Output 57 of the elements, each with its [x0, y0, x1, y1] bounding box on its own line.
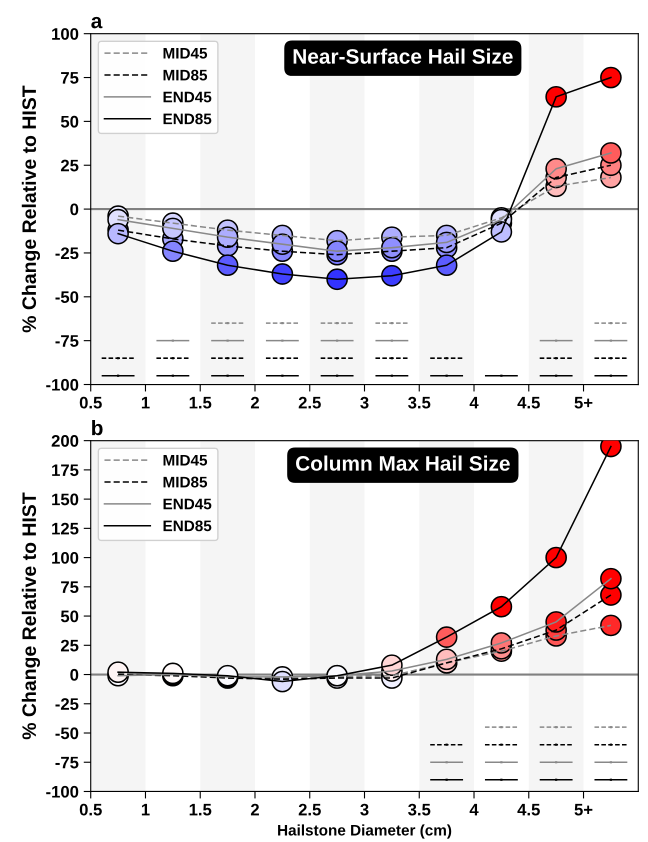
- text: Column Max Hail Size: [296, 455, 510, 471]
- x-tick-label: 1: [142, 804, 150, 816]
- y-tick-label: -50: [55, 727, 78, 740]
- y-tick-label: 75: [61, 581, 78, 594]
- legend-label: END45: [164, 498, 212, 510]
- x-tick-label: 0.5: [80, 396, 102, 409]
- x-tick-label: 5+: [574, 804, 592, 816]
- legend-label: END85: [164, 520, 212, 532]
- x-tick-label: 3.5: [408, 804, 430, 816]
- x-tick-label: 1.5: [190, 804, 212, 816]
- legend-label: END85: [164, 113, 212, 124]
- y-tick-label: 100: [52, 552, 78, 564]
- x-tick-label: 2: [250, 804, 259, 816]
- y-tick-label: -75: [55, 756, 78, 768]
- y-tick-label: 200: [52, 435, 78, 447]
- y-tick-label: 175: [52, 464, 78, 476]
- y-tick-label: 0: [70, 204, 78, 216]
- y-tick-label: 75: [61, 72, 78, 84]
- y-tick-label: 50: [60, 610, 78, 622]
- y-tick-label: 50: [60, 116, 78, 128]
- x-tick-label: 1: [142, 396, 150, 408]
- y-axis-title: % Change Relative to HIST: [22, 86, 40, 332]
- text: Near-Surface Hail Size: [294, 48, 513, 64]
- x-tick-label: 2.5: [298, 396, 321, 409]
- x-tick-label: 4.5: [517, 804, 540, 816]
- x-tick-label: 5+: [574, 396, 592, 409]
- y-tick-label: 100: [52, 28, 78, 40]
- y-tick-label: 25: [60, 160, 78, 172]
- x-axis-title: Hailstone Diameter (cm): [278, 824, 452, 839]
- legend-label: MID85: [164, 476, 208, 488]
- y-tick-label: -100: [46, 786, 78, 798]
- x-tick-label: 4: [470, 804, 479, 816]
- legend-label: MID45: [164, 48, 208, 59]
- y-axis-title: % Change Relative to HIST: [22, 492, 40, 740]
- x-tick-label: 4.5: [517, 396, 540, 409]
- y-tick-label: 0: [70, 668, 78, 681]
- x-tick-label: 1.5: [190, 396, 212, 409]
- chart-title: b: [92, 420, 103, 436]
- y-tick-label: -25: [55, 698, 78, 710]
- x-tick-label: 2: [250, 396, 259, 408]
- x-tick-label: 3: [360, 396, 369, 409]
- y-tick-label: -75: [55, 335, 78, 347]
- x-tick-label: 3: [360, 804, 369, 816]
- y-tick-label: -25: [55, 247, 78, 260]
- x-tick-label: 2.5: [298, 804, 321, 816]
- y-tick-label: 125: [52, 522, 78, 535]
- x-tick-label: 0.5: [80, 804, 102, 816]
- y-tick-label: 25: [60, 640, 78, 652]
- y-tick-label: 150: [52, 494, 78, 506]
- legend-label: MID85: [164, 70, 208, 81]
- legend-label: MID45: [164, 454, 208, 466]
- chart-title: a: [91, 16, 102, 28]
- x-tick-label: 3.5: [408, 396, 430, 409]
- y-tick-label: -100: [46, 378, 78, 391]
- legend-label: END45: [164, 92, 212, 102]
- x-tick-label: 4: [470, 396, 479, 408]
- y-tick-label: -50: [55, 291, 78, 304]
